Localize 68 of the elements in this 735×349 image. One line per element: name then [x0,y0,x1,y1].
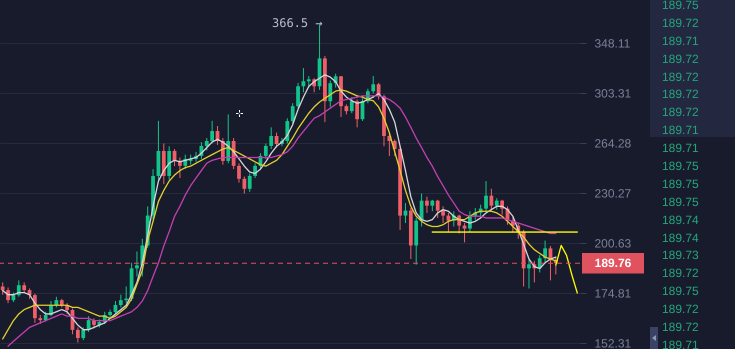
text: 189.73 [661,247,700,264]
y-tick-label: 200.63 [594,236,632,251]
candlestick [430,199,434,212]
candlestick [494,198,499,210]
y-tick-label: 174.81 [594,286,632,300]
candlestick [360,98,364,122]
text: 189.74 [661,212,700,229]
text: 189.72 [661,104,700,122]
text: 189.74 [661,230,700,247]
candlestick [210,120,214,144]
candlestick [306,75,311,88]
text: 189.75 [661,158,700,176]
candlestick [269,126,274,150]
text: 189.75 [661,0,700,14]
candlestick [12,292,16,303]
line-series [555,244,578,294]
candlestick [344,104,348,115]
candlestick [86,316,90,332]
text: 189.72 [661,14,700,32]
text: 189.75 [661,194,700,211]
candlestick [290,102,295,124]
y-tick-label: 230.27 [594,186,632,201]
candlestick [296,82,300,109]
text: 189.71 [661,122,700,140]
text: 189.72 [661,301,700,318]
y-tick-label: 303.31 [594,86,632,101]
text: 189.72 [661,265,700,282]
text: 189.72 [661,50,700,68]
text: 189.71 [661,32,700,50]
candlestick [462,222,466,243]
candlestick [425,196,429,214]
candlestick [404,202,408,224]
candlestick [527,258,531,289]
candlestick [216,126,220,146]
candlestick [54,296,58,308]
text: 189.71 [661,336,700,349]
candlestick [490,188,494,210]
candlestick [22,282,26,294]
candlestick [242,176,246,194]
candlestick [76,326,80,344]
candlestick [274,132,278,148]
candlestick [237,162,241,184]
candlestick [441,206,445,224]
candlestick [124,286,128,304]
candlestick [204,138,209,151]
text: 189.75 [661,176,700,193]
candlestick [484,180,488,212]
text: 189.72 [661,86,700,104]
candlestick [302,68,306,93]
candlestick [248,173,252,192]
text: 189.71 [661,140,700,158]
candlestick [264,142,268,160]
text: 189.72 [661,319,700,336]
candlestick [436,199,440,218]
candlestick [350,96,354,114]
candlestick [420,192,424,227]
candlestick [114,300,118,314]
candlestick [118,294,123,308]
candlestick [172,148,176,167]
text: 189.75 [661,283,700,300]
y-tick-label: 264.28 [594,136,632,151]
candlestick [446,212,450,232]
y-tick-label: 152.31 [594,336,632,349]
ref-line-label: 189.76 [594,256,632,270]
annotation: 366.5 → [272,16,323,30]
candlestick [135,251,139,277]
y-tick-label: 348.11 [594,36,631,51]
text: 189.72 [661,68,700,86]
